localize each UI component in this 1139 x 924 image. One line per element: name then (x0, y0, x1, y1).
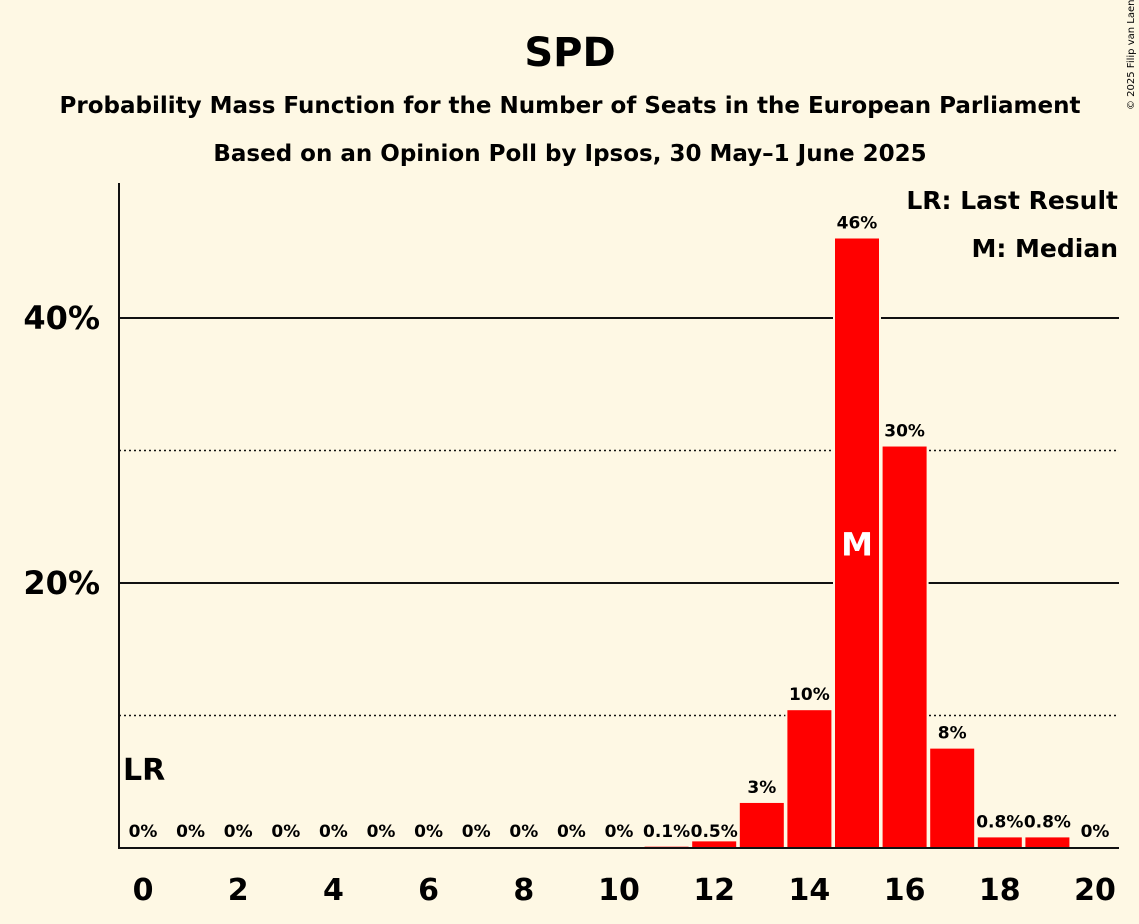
bar-seat-15 (835, 238, 879, 848)
x-tick-label-0: 0 (133, 873, 154, 908)
data-label-seat-11: 0.1% (643, 822, 690, 842)
median-marker: M (841, 525, 873, 563)
data-label-seat-4: 0% (319, 822, 348, 842)
x-tick-label-6: 6 (418, 873, 439, 908)
data-label-seat-5: 0% (367, 822, 396, 842)
data-labels: 0% 0% 0% 0% 0% 0% 0% 0% 0% 0% 0% 0.1% 0.5% 3% 10% 46% 30… (123, 214, 1109, 843)
bar-seat-18 (977, 837, 1022, 848)
last-result-marker: LR (123, 753, 165, 788)
x-tick-label-14: 14 (789, 873, 831, 908)
data-label-seat-8: 0% (509, 822, 538, 842)
chart-subtitle: Probability Mass Function for the Number… (60, 93, 1081, 119)
data-label-seat-18: 0.8% (976, 812, 1023, 832)
x-tick-label-10: 10 (598, 873, 640, 908)
data-label-seat-10: 0% (605, 822, 634, 842)
axes: 20% 40% 0 2 4 6 8 10 12 14 16 18 20 (23, 183, 1119, 908)
bar-seat-17 (930, 748, 975, 848)
data-label-seat-12: 0.5% (691, 822, 738, 842)
bar-gap-11 (642, 844, 691, 848)
bar-seat-19 (1025, 837, 1070, 848)
bar-seat-13 (739, 802, 784, 848)
data-label-seat-14: 10% (789, 685, 830, 705)
bar-seat-12 (692, 841, 737, 848)
data-label-seat-6: 0% (414, 822, 443, 842)
y-tick-label-20: 20% (23, 564, 100, 602)
data-label-seat-7: 0% (462, 822, 491, 842)
data-label-seat-15: 46% (837, 214, 878, 234)
x-tick-label-12: 12 (693, 873, 735, 908)
bars (642, 236, 1072, 848)
bar-seat-16 (882, 446, 927, 848)
chart-subtitle-source: Based on an Opinion Poll by Ipsos, 30 Ma… (213, 141, 926, 167)
gridlines (119, 317, 1119, 717)
data-label-seat-20: 0% (1081, 822, 1110, 842)
data-label-seat-1: 0% (176, 822, 205, 842)
copyright-note: © 2025 Filip van Laenen (1126, 0, 1137, 110)
x-tick-label-4: 4 (323, 873, 344, 908)
data-label-seat-16: 30% (884, 422, 925, 442)
data-label-seat-13: 3% (747, 778, 776, 798)
x-tick-label-18: 18 (979, 873, 1021, 908)
data-label-seat-0: 0% (129, 822, 158, 842)
chart-title: SPD (524, 30, 615, 76)
bar-seat-14 (787, 710, 832, 848)
x-tick-label-20: 20 (1074, 873, 1116, 908)
legend-median: M: Median (971, 234, 1118, 263)
data-label-seat-2: 0% (224, 822, 253, 842)
x-tick-label-2: 2 (228, 873, 249, 908)
data-label-seat-3: 0% (271, 822, 300, 842)
legend-last-result: LR: Last Result (906, 186, 1118, 215)
data-label-seat-19: 0.8% (1024, 812, 1071, 832)
data-label-seat-9: 0% (557, 822, 586, 842)
y-tick-label-40: 40% (23, 299, 100, 337)
x-tick-label-8: 8 (513, 873, 534, 908)
data-label-seat-17: 8% (938, 724, 967, 744)
x-tick-label-16: 16 (884, 873, 926, 908)
